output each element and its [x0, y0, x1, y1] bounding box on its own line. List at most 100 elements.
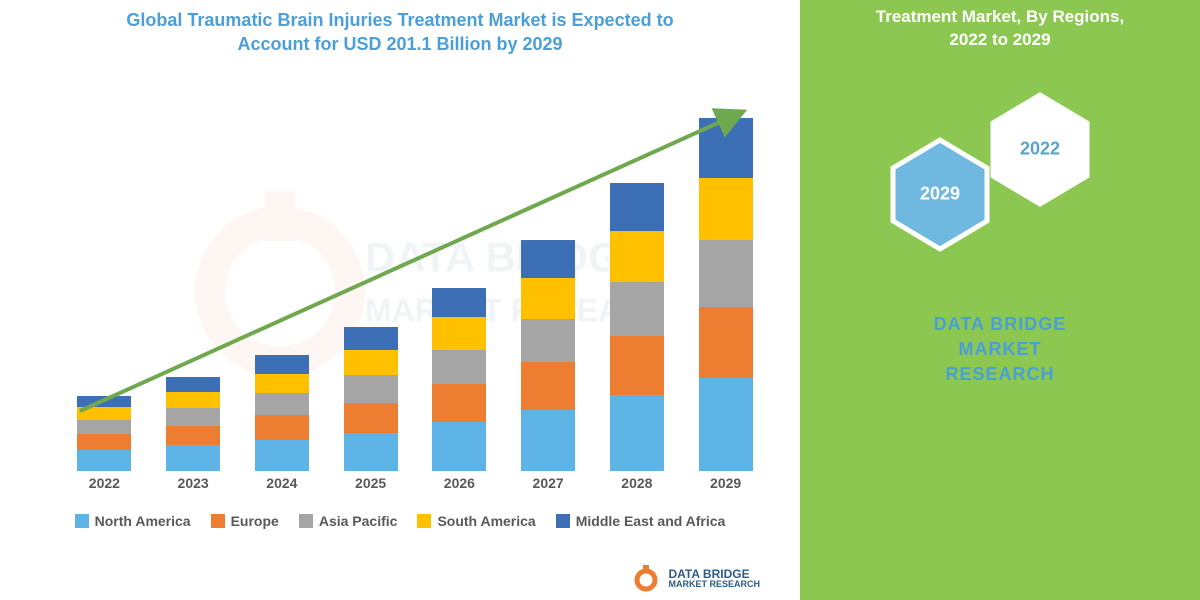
brand-line3: RESEARCH	[945, 364, 1054, 384]
legend-item: Asia Pacific	[299, 513, 398, 529]
x-axis-label: 2022	[69, 475, 139, 501]
bar-segment	[166, 408, 220, 425]
bar-segment	[77, 396, 131, 408]
bar-segment	[344, 403, 398, 433]
bar-segment	[432, 317, 486, 349]
x-axis-labels: 20222023202420252026202720282029	[60, 475, 770, 501]
legend-label: Europe	[231, 513, 279, 529]
footer-logo: DATA BRIDGE MARKET RESEARCH	[632, 564, 760, 592]
legend-swatch	[417, 514, 431, 528]
bar-stack	[432, 288, 486, 471]
bar-stack	[610, 183, 664, 471]
bar-segment	[521, 240, 575, 278]
brand-text: DATA BRIDGE MARKET RESEARCH	[800, 312, 1200, 388]
bar-segment	[77, 434, 131, 450]
right-title-line1: Treatment Market, By Regions,	[876, 7, 1124, 26]
x-axis-label: 2026	[424, 475, 494, 501]
chart-panel: Global Traumatic Brain Injuries Treatmen…	[0, 0, 800, 600]
hex-2022: 2022	[990, 92, 1090, 207]
legend-label: South America	[437, 513, 535, 529]
bar-column	[158, 377, 228, 470]
bar-segment	[699, 240, 753, 307]
bar-segment	[77, 407, 131, 420]
legend-swatch	[556, 514, 570, 528]
bar-segment	[432, 422, 486, 470]
bar-segment	[77, 420, 131, 434]
legend-item: South America	[417, 513, 535, 529]
bar-segment	[166, 426, 220, 446]
hexagon-graphic: 2029 2022	[800, 82, 1200, 272]
legend-swatch	[211, 514, 225, 528]
legend-item: North America	[75, 513, 191, 529]
legend-item: Europe	[211, 513, 279, 529]
legend-swatch	[299, 514, 313, 528]
legend-item: Middle East and Africa	[556, 513, 726, 529]
bar-segment	[610, 395, 664, 471]
legend: North America Europe Asia Pacific South Ame…	[0, 501, 800, 529]
bar-segment	[699, 178, 753, 240]
legend-label: North America	[95, 513, 191, 529]
bar-segment	[610, 183, 664, 231]
bar-segment	[610, 282, 664, 336]
bar-column	[336, 327, 406, 471]
x-axis-label: 2027	[513, 475, 583, 501]
bar-segment	[255, 440, 309, 471]
bar-stack	[166, 377, 220, 470]
bar-segment	[255, 393, 309, 415]
bar-segment	[344, 433, 398, 471]
right-title: Treatment Market, By Regions, 2022 to 20…	[800, 0, 1200, 52]
bar-column	[424, 288, 494, 471]
legend-label: Middle East and Africa	[576, 513, 726, 529]
bar-segment	[521, 319, 575, 363]
brand-line1: DATA BRIDGE	[934, 314, 1067, 334]
bar-segment	[432, 288, 486, 318]
legend-label: Asia Pacific	[319, 513, 398, 529]
x-axis-label: 2025	[336, 475, 406, 501]
bar-segment	[699, 307, 753, 378]
bar-column	[602, 183, 672, 471]
bar-segment	[610, 336, 664, 395]
bar-column	[691, 118, 761, 470]
bar-segment	[166, 392, 220, 408]
bar-segment	[521, 278, 575, 318]
bar-segment	[699, 118, 753, 178]
right-title-line2: 2022 to 2029	[949, 30, 1050, 49]
bars-container	[60, 91, 770, 471]
bar-segment	[344, 375, 398, 403]
bar-segment	[432, 350, 486, 385]
footer-logo-text-bottom: MARKET RESEARCH	[668, 580, 760, 589]
bar-segment	[255, 355, 309, 373]
bar-segment	[255, 374, 309, 394]
chart-title-line1: Global Traumatic Brain Injuries Treatmen…	[126, 10, 673, 30]
chart-title: Global Traumatic Brain Injuries Treatmen…	[0, 0, 800, 61]
bar-column	[247, 355, 317, 470]
bar-segment	[255, 415, 309, 439]
brand-line2: MARKET	[959, 339, 1042, 359]
bar-segment	[166, 445, 220, 470]
bar-segment	[166, 377, 220, 392]
bar-segment	[77, 450, 131, 471]
x-axis-label: 2024	[247, 475, 317, 501]
bar-stack	[699, 118, 753, 470]
bar-stack	[255, 355, 309, 470]
bar-segment	[344, 327, 398, 350]
bar-segment	[521, 410, 575, 471]
bar-segment	[521, 362, 575, 409]
bar-column	[69, 396, 139, 471]
footer-logo-icon	[632, 564, 660, 592]
legend-swatch	[75, 514, 89, 528]
bar-stack	[344, 327, 398, 471]
bar-segment	[432, 384, 486, 422]
x-axis-label: 2023	[158, 475, 228, 501]
chart-area: DATA BRIDGE MARKET RESEARCH 202220232024…	[20, 71, 780, 501]
hex-2029-label: 2029	[920, 184, 960, 205]
bar-stack	[77, 396, 131, 471]
bar-segment	[344, 350, 398, 375]
right-panel: Treatment Market, By Regions, 2022 to 20…	[800, 0, 1200, 600]
bar-segment	[699, 378, 753, 470]
bar-column	[513, 240, 583, 470]
bar-segment	[610, 231, 664, 282]
hex-2022-label: 2022	[1020, 139, 1060, 160]
bar-stack	[521, 240, 575, 470]
footer-logo-text-top: DATA BRIDGE	[668, 568, 760, 580]
